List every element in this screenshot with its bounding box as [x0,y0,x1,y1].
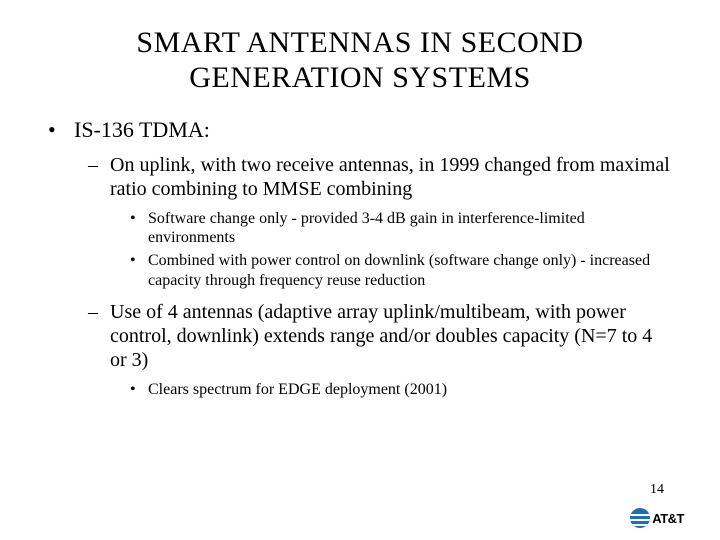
page-number: 14 [650,482,664,498]
bullet-level1: • IS-136 TDMA: [48,117,672,143]
slide-container: SMART ANTENNAS IN SECOND GENERATION SYST… [0,0,720,540]
bullet-level3: • Combined with power control on downlin… [130,251,672,289]
bullet-level2: – On uplink, with two receive antennas, … [88,153,672,201]
bullet-l1-text: IS-136 TDMA: [74,117,210,143]
dash-icon: – [88,153,110,201]
bullet-l2-text: Use of 4 antennas (adaptive array uplink… [110,300,672,372]
dash-icon: – [88,300,110,372]
bullet-dot-icon: • [130,209,148,247]
att-logo: AT&T [630,508,684,528]
bullet-dot-icon: • [130,251,148,289]
title-line-1: SMART ANTENNAS IN SECOND [136,26,583,59]
bullet-dot-icon: • [130,380,148,399]
globe-icon [630,508,650,528]
bullet-level3: • Clears spectrum for EDGE deployment (2… [130,380,672,399]
slide-title: SMART ANTENNAS IN SECOND GENERATION SYST… [48,26,672,95]
bullet-l3-text: Software change only - provided 3-4 dB g… [148,209,672,247]
logo-text: AT&T [652,511,684,526]
bullet-l2-text: On uplink, with two receive antennas, in… [110,153,672,201]
bullet-level3: • Software change only - provided 3-4 dB… [130,209,672,247]
bullet-level2: – Use of 4 antennas (adaptive array upli… [88,300,672,372]
title-line-2: GENERATION SYSTEMS [189,61,531,94]
bullet-l3-text: Combined with power control on downlink … [148,251,672,289]
bullet-l3-text: Clears spectrum for EDGE deployment (200… [148,380,447,399]
bullet-dot-icon: • [48,117,74,143]
